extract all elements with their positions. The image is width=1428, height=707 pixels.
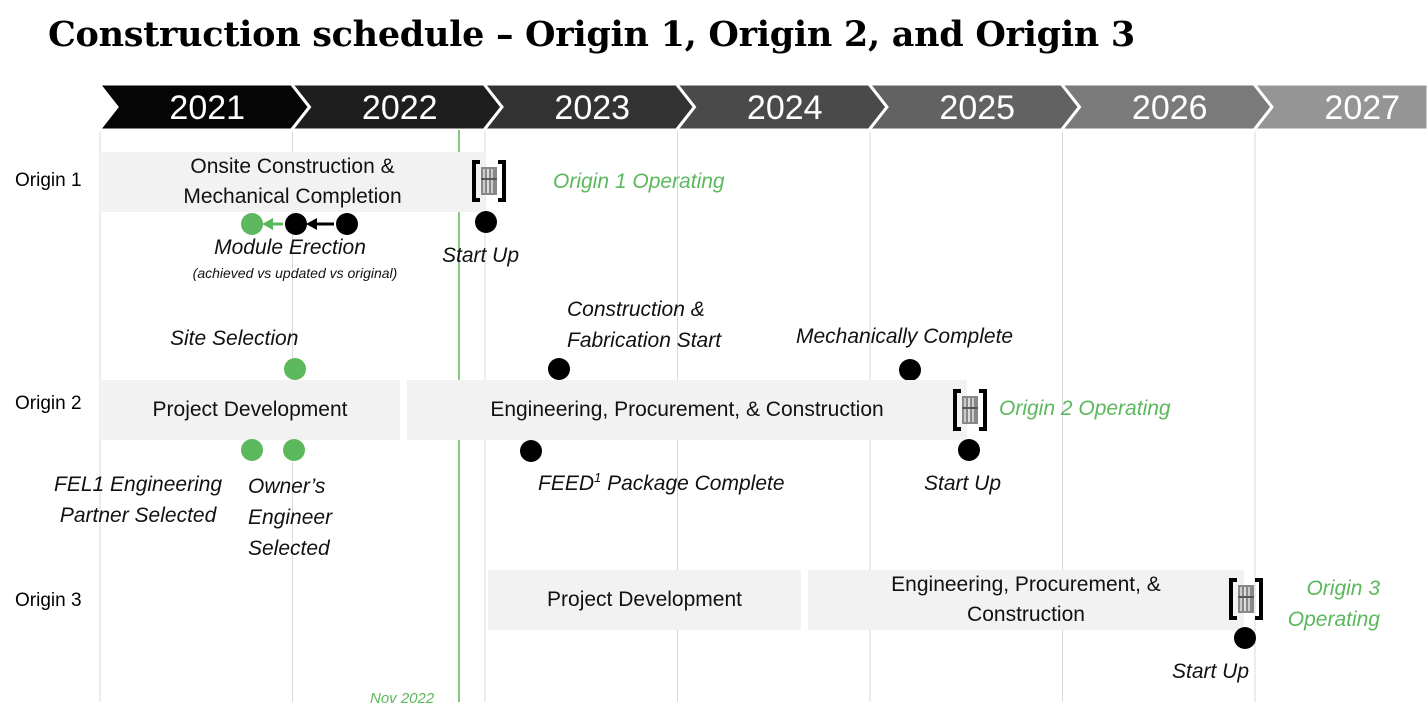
owners-line-1: Owner’s [248,475,326,498]
row-label-origin-2: Origin 2 [15,393,82,414]
construction-start-line-2: Fabrication Start [567,329,722,352]
origin-3-epc-bar: Engineering, Procurement, & Construction [808,570,1244,630]
construction-start-label: Construction & Fabrication Start [567,294,721,356]
owners-engineer-marker [283,439,305,461]
mechanically-complete-marker [899,359,921,381]
fel1-partner-label: FEL1 Engineering Partner Selected [54,469,222,531]
module-erection-updated-marker [285,213,307,235]
module-erection-note: (achieved vs updated vs original) [192,265,398,281]
feed-suffix: Package Complete [601,472,785,495]
origin-2-development-bar: Project Development [100,380,400,440]
construction-start-marker [548,358,570,380]
origin-3-startup-label: Start Up [1172,660,1250,683]
feed-complete-label: FEED1 Package Complete [538,470,785,496]
fel1-partner-marker [241,439,263,461]
origin-1-operating-label: Origin 1 Operating [553,170,725,193]
year-label-2027: 2027 [1324,89,1400,127]
current-date-label: Nov 2022 [370,690,435,707]
year-label-2023: 2023 [554,89,630,127]
operating-line-1: Origin 3 [1306,577,1380,600]
origin-3-operating-label: Origin 3 Operating [1270,573,1380,635]
plant-icon [472,160,506,207]
origin-1-startup-marker [475,211,497,233]
year-label-2022: 2022 [362,89,438,127]
origin-1-startup-label: Start Up [442,244,520,267]
bar-text: Project Development [152,398,348,421]
owners-line-3: Selected [248,537,330,560]
page-title: Construction schedule – Origin 1, Origin… [48,14,1135,55]
plant-icon [953,389,987,436]
update-arrow-icon [306,218,317,230]
module-erection-original-marker [336,213,358,235]
bar-text-line-1: Onsite Construction & [190,155,395,178]
feed-prefix: FEED [538,472,595,495]
origin-2-startup-marker [958,439,980,461]
achieved-arrow-icon [262,218,273,230]
year-label-2021: 2021 [169,89,245,127]
origin-3-development-bar: Project Development [488,570,801,630]
year-label-2025: 2025 [939,89,1015,127]
module-erection-label: Module Erection [214,236,366,259]
operating-line-2: Operating [1287,608,1380,631]
fel1-line-1: FEL1 Engineering [54,473,223,496]
fel1-line-2: Partner Selected [59,504,217,527]
origin-3-startup-marker [1234,627,1256,649]
origin-2-startup-label: Start Up [924,472,1002,495]
feed-complete-marker [520,440,542,462]
site-selection-label: Site Selection [170,327,299,350]
module-erection-achieved-marker [241,213,263,235]
year-label-2024: 2024 [747,89,823,127]
construction-start-line-1: Construction & [567,298,705,321]
bar-text-line-2: Mechanical Completion [183,185,402,208]
bar-text: Engineering, Procurement, & Construction [490,398,884,421]
owners-line-2: Engineer [248,506,333,529]
plant-icon [1229,578,1263,625]
mechanically-complete-label: Mechanically Complete [796,325,1014,348]
row-label-origin-3: Origin 3 [15,590,82,611]
origin-2-epc-bar: Engineering, Procurement, & Construction [407,380,967,440]
feed-footnote: 1 [594,470,602,485]
row-label-origin-1: Origin 1 [15,170,82,191]
bar-text-line-2: Construction [967,603,1085,626]
origin-1-construction-bar: Onsite Construction & Mechanical Complet… [100,152,485,212]
bar-text: Project Development [547,588,742,611]
year-label-2026: 2026 [1132,89,1208,127]
owners-engineer-label: Owner’s Engineer Selected [248,471,332,564]
year-chevron-2027 [1250,82,1428,132]
bar-text-line-1: Engineering, Procurement, & [891,573,1161,596]
site-selection-marker [284,358,306,380]
origin-2-operating-label: Origin 2 Operating [999,397,1171,420]
